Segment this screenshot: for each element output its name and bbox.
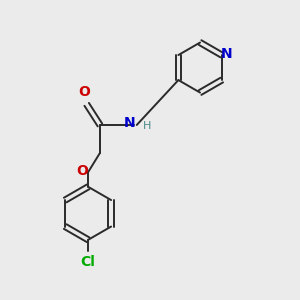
Text: O: O [78,85,90,99]
Text: H: H [143,122,152,131]
Text: N: N [220,46,232,61]
Text: Cl: Cl [81,254,96,268]
Text: O: O [76,164,88,178]
Text: N: N [124,116,135,130]
